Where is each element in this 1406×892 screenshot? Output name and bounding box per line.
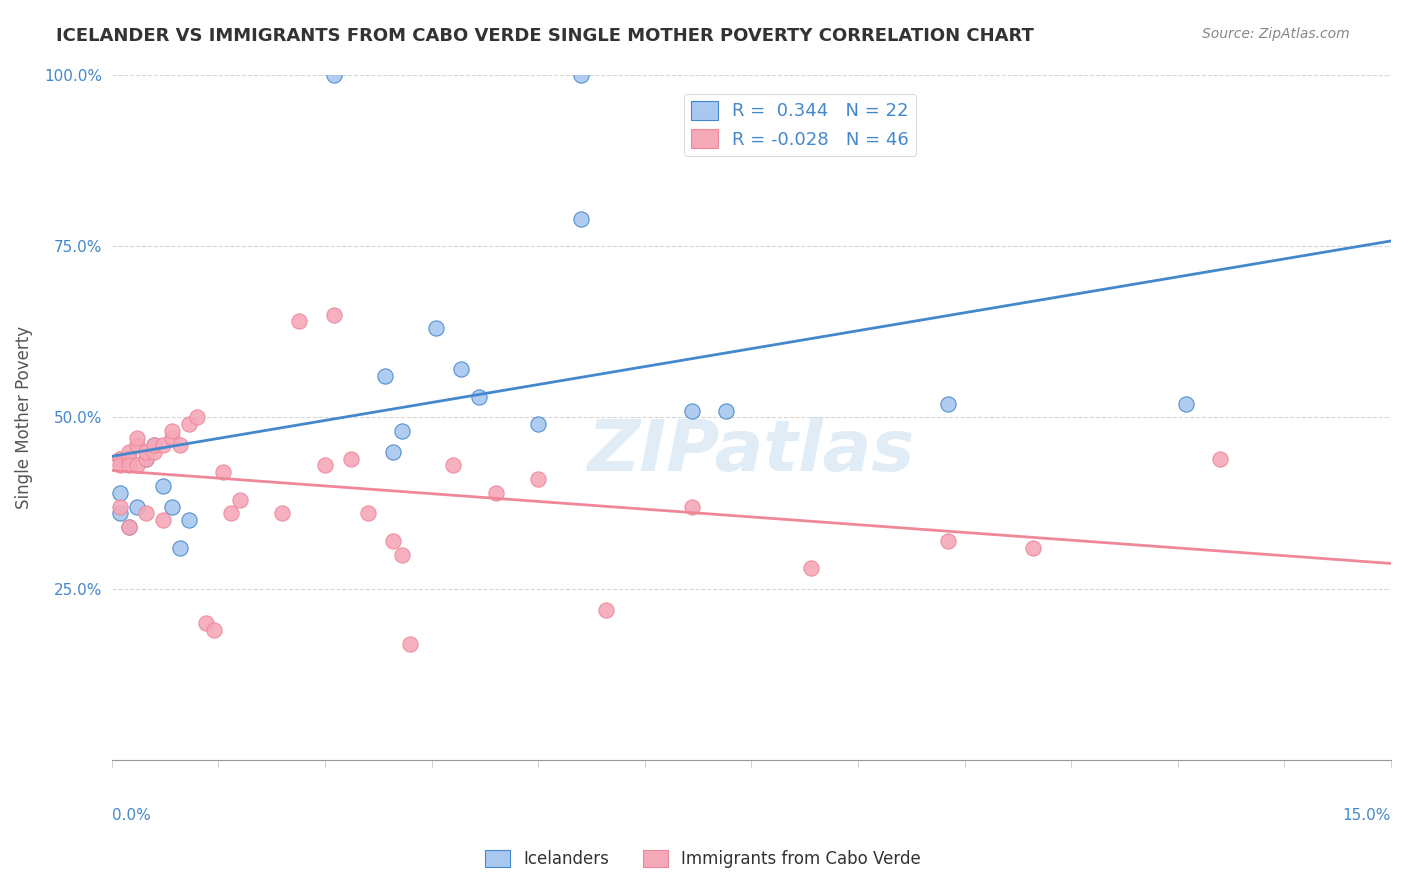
Point <box>450 362 472 376</box>
Text: ICELANDER VS IMMIGRANTS FROM CABO VERDE SINGLE MOTHER POVERTY CORRELATION CHART: ICELANDER VS IMMIGRANTS FROM CABO VERDE … <box>56 27 1035 45</box>
Point <box>467 390 489 404</box>
Point <box>177 513 200 527</box>
Point <box>382 444 405 458</box>
Point <box>110 451 132 466</box>
Point <box>484 486 506 500</box>
Point <box>135 451 157 466</box>
Point <box>1175 397 1198 411</box>
Point <box>800 561 823 575</box>
Point <box>110 507 132 521</box>
Point <box>135 444 157 458</box>
Point <box>527 417 550 432</box>
Point <box>399 637 422 651</box>
Point <box>110 451 132 466</box>
Point <box>219 507 242 521</box>
Point <box>681 500 703 514</box>
Point <box>152 513 174 527</box>
Point <box>186 410 208 425</box>
Point <box>118 520 141 534</box>
Text: ZIPatlas: ZIPatlas <box>588 417 915 486</box>
Point <box>135 451 157 466</box>
Point <box>118 451 141 466</box>
Point <box>714 403 737 417</box>
Point <box>595 602 617 616</box>
Point <box>441 458 464 473</box>
Point <box>110 500 132 514</box>
Point <box>143 438 166 452</box>
Point <box>110 486 132 500</box>
Point <box>127 438 149 452</box>
Point <box>160 431 183 445</box>
Point <box>202 623 225 637</box>
Point <box>118 444 141 458</box>
Point <box>936 397 959 411</box>
Point <box>160 424 183 438</box>
Point <box>194 616 217 631</box>
Point <box>339 451 361 466</box>
Point <box>527 472 550 486</box>
Text: Source: ZipAtlas.com: Source: ZipAtlas.com <box>1202 27 1350 41</box>
Point <box>322 68 344 82</box>
Point <box>1209 451 1232 466</box>
Point <box>382 533 405 548</box>
Point <box>169 438 191 452</box>
Text: 15.0%: 15.0% <box>1343 808 1391 823</box>
Legend: Icelanders, Immigrants from Cabo Verde: Icelanders, Immigrants from Cabo Verde <box>478 843 928 875</box>
Point <box>425 321 447 335</box>
Point <box>569 211 592 226</box>
Point <box>288 314 311 328</box>
Point <box>681 403 703 417</box>
Point <box>127 431 149 445</box>
Legend: R =  0.344   N = 22, R = -0.028   N = 46: R = 0.344 N = 22, R = -0.028 N = 46 <box>683 94 917 156</box>
Point <box>314 458 336 473</box>
Y-axis label: Single Mother Poverty: Single Mother Poverty <box>15 326 32 509</box>
Point <box>135 507 157 521</box>
Point <box>169 541 191 555</box>
Point <box>118 520 141 534</box>
Point <box>569 68 592 82</box>
Point <box>936 533 959 548</box>
Point <box>110 458 132 473</box>
Point <box>127 458 149 473</box>
Point <box>118 458 141 473</box>
Point <box>271 507 294 521</box>
Point <box>391 424 413 438</box>
Point <box>356 507 378 521</box>
Point <box>143 444 166 458</box>
Point <box>391 548 413 562</box>
Point <box>152 438 174 452</box>
Point <box>374 369 396 384</box>
Point <box>177 417 200 432</box>
Point <box>1022 541 1045 555</box>
Point <box>229 492 252 507</box>
Point <box>127 500 149 514</box>
Point <box>152 479 174 493</box>
Point <box>160 500 183 514</box>
Text: 0.0%: 0.0% <box>112 808 150 823</box>
Point <box>143 438 166 452</box>
Point <box>211 466 233 480</box>
Point <box>322 308 344 322</box>
